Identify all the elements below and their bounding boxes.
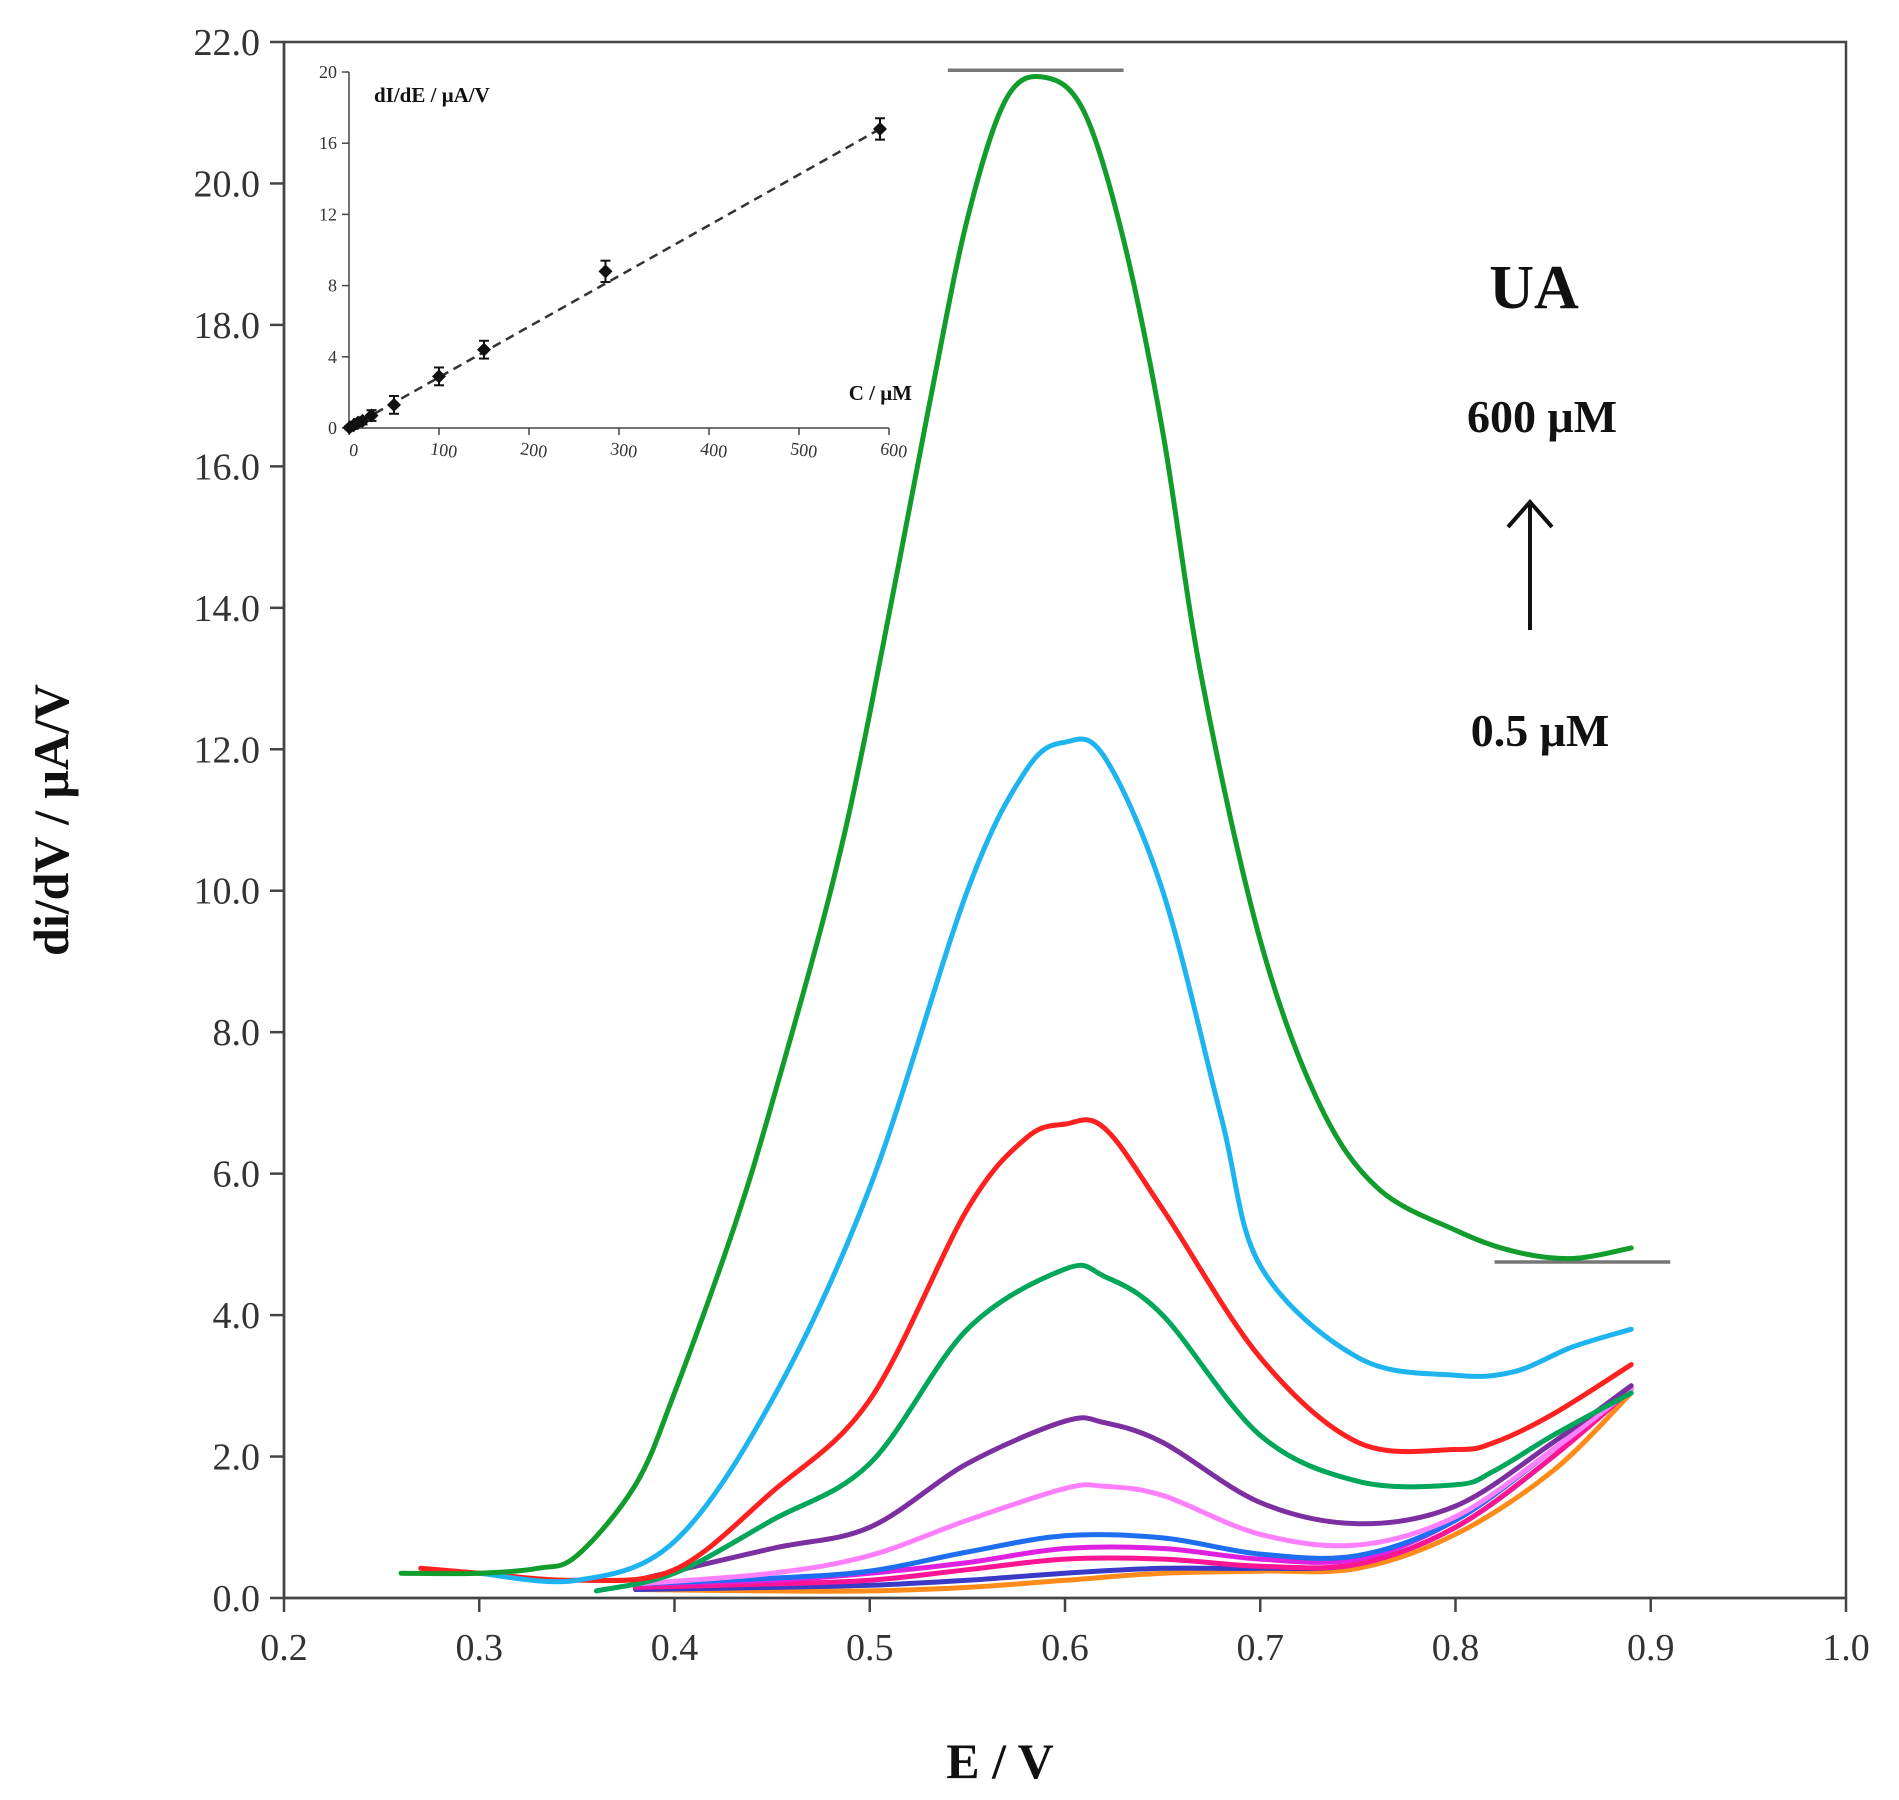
y-axis-title: di/dV / μA/V xyxy=(23,684,79,956)
series-line-deep-pink xyxy=(633,1386,1634,1590)
series-line-orange xyxy=(633,1390,1634,1594)
inset-x-tick-label: 200 xyxy=(519,438,549,462)
main-series-group xyxy=(398,73,1634,1594)
inset-y-tick-label: 20 xyxy=(319,62,337,82)
inset-x-tick-label: 500 xyxy=(789,438,819,462)
inset-data-point xyxy=(364,408,379,423)
inset-regression-line xyxy=(348,127,881,430)
analyte-label: UA xyxy=(1489,254,1579,322)
inset-data-point xyxy=(598,264,613,279)
series-line-violet xyxy=(633,1386,1634,1587)
inset-x-axis-title: C / μM xyxy=(849,381,912,405)
concentration-up-arrow-icon xyxy=(1506,498,1554,630)
x-tick-label: 0.7 xyxy=(1237,1627,1285,1669)
inset-data-point xyxy=(432,369,446,384)
x-tick-label: 0.3 xyxy=(456,1627,504,1669)
concentration-low-label: 0.5 μM xyxy=(1471,705,1610,756)
inset-data-point xyxy=(355,413,370,428)
y-tick-label: 0.0 xyxy=(213,1578,261,1620)
concentration-high-label: 600 μM xyxy=(1467,391,1617,442)
main-reference-lines xyxy=(947,68,1671,1264)
y-tick-label: 8.0 xyxy=(213,1012,261,1054)
inset-y-tick-label: 8 xyxy=(328,276,337,296)
y-tick-label: 2.0 xyxy=(213,1437,261,1479)
x-axis-title: E / V xyxy=(946,1733,1053,1789)
inset-y-tick-label: 4 xyxy=(328,347,337,367)
y-tick-label: 14.0 xyxy=(194,588,261,630)
series-line-green-teal xyxy=(593,1262,1634,1594)
y-tick-label: 20.0 xyxy=(194,163,261,205)
main-ticks: 0.2 0.3 0.4 0.5 0.6 0.7 0.8 0.9 1.0 0.0 2.0 4.0 6.0 8… xyxy=(194,22,1870,1669)
series-line-purple xyxy=(633,1383,1634,1583)
x-tick-label: 0.2 xyxy=(260,1627,308,1669)
x-tick-label: 0.8 xyxy=(1432,1627,1480,1669)
x-tick-label: 0.5 xyxy=(846,1627,894,1669)
y-tick-label: 10.0 xyxy=(194,871,261,913)
x-tick-label: 0.9 xyxy=(1627,1627,1675,1669)
series-line-red xyxy=(418,1117,1634,1584)
inset-points xyxy=(342,117,887,435)
y-tick-label: 18.0 xyxy=(194,305,261,347)
inset-fit-line xyxy=(348,127,881,430)
x-tick-label: 0.4 xyxy=(651,1627,699,1669)
inset-x-tick-label: 400 xyxy=(699,438,729,462)
x-tick-label: 0.6 xyxy=(1041,1627,1089,1669)
inset-data-point xyxy=(477,342,491,357)
inset-x-tick-label: 100 xyxy=(429,438,459,462)
inset-chart: 0 100 200 300 400 500 600 0 4 8 12 16 20 dI/dE / μA/… xyxy=(319,62,912,462)
inset-x-tick-label: 0 xyxy=(348,440,360,461)
x-tick-label: 1.0 xyxy=(1822,1627,1870,1669)
inset-x-tick-label: 300 xyxy=(609,438,639,462)
series-line-sky-blue xyxy=(476,736,1634,1585)
inset-y-tick-label: 0 xyxy=(328,418,337,438)
inset-y-tick-label: 16 xyxy=(319,133,337,153)
inset-data-point xyxy=(387,397,401,412)
y-tick-label: 12.0 xyxy=(194,729,261,771)
y-tick-label: 4.0 xyxy=(213,1295,261,1337)
y-tick-label: 6.0 xyxy=(213,1154,261,1196)
y-tick-label: 22.0 xyxy=(194,22,261,64)
inset-data-point xyxy=(873,121,887,136)
y-tick-label: 16.0 xyxy=(194,446,261,488)
inset-ticks: 0 100 200 300 400 500 600 0 4 8 12 16 20 xyxy=(319,62,909,462)
series-line-green xyxy=(398,73,1634,1577)
inset-y-axis-title: dI/dE / μA/V xyxy=(374,83,490,107)
inset-y-tick-label: 12 xyxy=(319,204,337,224)
main-plot-area xyxy=(282,40,1848,1600)
inset-x-tick-label: 600 xyxy=(879,438,909,462)
main-plot-frame xyxy=(282,40,1848,1600)
